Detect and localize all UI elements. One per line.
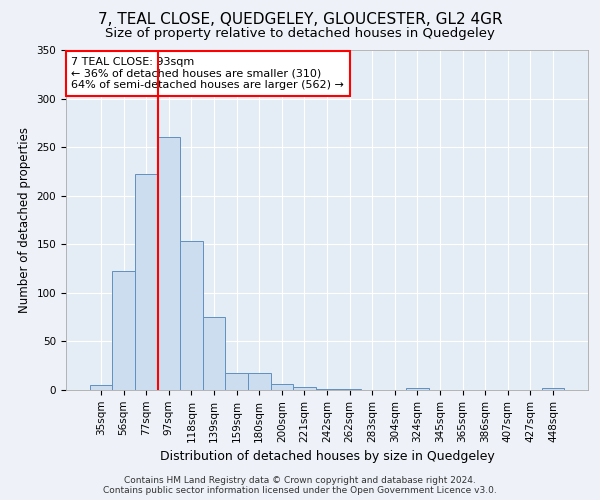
Bar xyxy=(542,388,564,390)
Bar xyxy=(90,385,112,390)
X-axis label: Distribution of detached houses by size in Quedgeley: Distribution of detached houses by size … xyxy=(160,450,494,463)
Bar xyxy=(271,384,293,390)
Bar xyxy=(248,372,271,390)
Bar xyxy=(203,317,226,390)
Bar xyxy=(316,389,338,390)
Text: Size of property relative to detached houses in Quedgeley: Size of property relative to detached ho… xyxy=(105,28,495,40)
Text: 7, TEAL CLOSE, QUEDGELEY, GLOUCESTER, GL2 4GR: 7, TEAL CLOSE, QUEDGELEY, GLOUCESTER, GL… xyxy=(98,12,502,28)
Bar xyxy=(338,389,361,390)
Bar xyxy=(112,272,135,390)
Y-axis label: Number of detached properties: Number of detached properties xyxy=(18,127,31,313)
Text: Contains HM Land Registry data © Crown copyright and database right 2024.
Contai: Contains HM Land Registry data © Crown c… xyxy=(103,476,497,495)
Bar xyxy=(135,174,158,390)
Bar xyxy=(226,372,248,390)
Bar xyxy=(180,242,203,390)
Bar xyxy=(406,388,428,390)
Bar xyxy=(158,138,180,390)
Text: 7 TEAL CLOSE: 93sqm
← 36% of detached houses are smaller (310)
64% of semi-detac: 7 TEAL CLOSE: 93sqm ← 36% of detached ho… xyxy=(71,57,344,90)
Bar xyxy=(293,387,316,390)
